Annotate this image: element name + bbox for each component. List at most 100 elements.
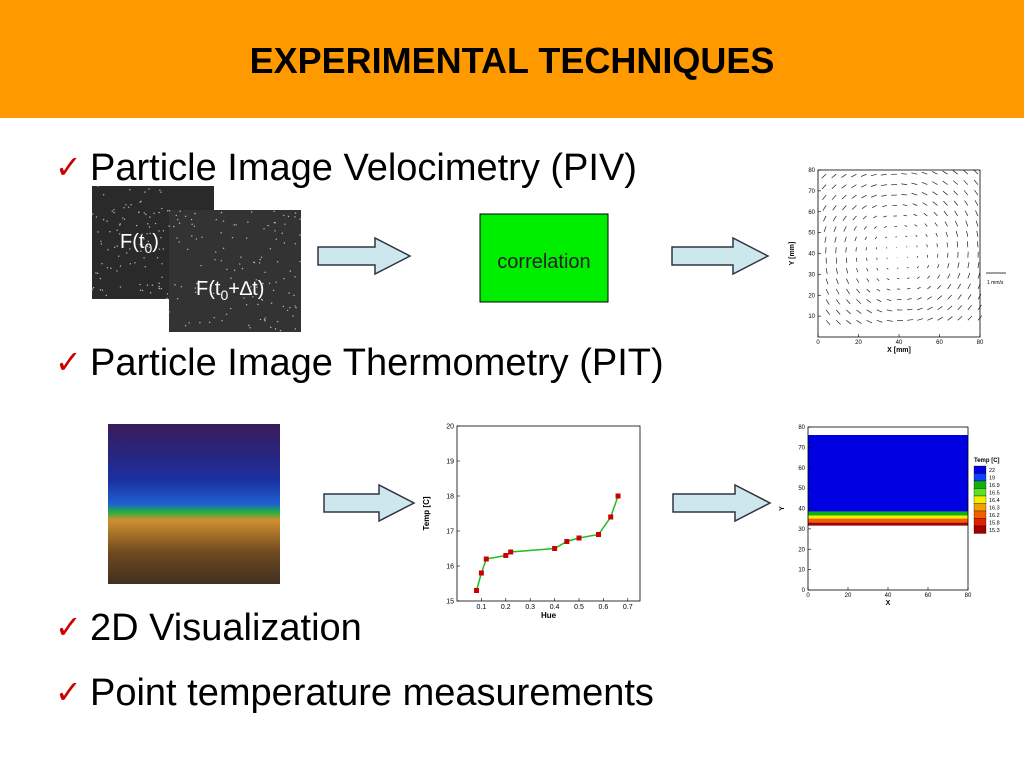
- particle: [177, 218, 179, 221]
- vector: [932, 191, 938, 196]
- vector: [975, 220, 979, 227]
- vector: [846, 288, 850, 295]
- particle: [214, 258, 216, 261]
- particle: [251, 211, 253, 213]
- vector: [846, 278, 850, 284]
- particle: [294, 276, 296, 278]
- particle: [99, 277, 102, 280]
- particle: [215, 251, 217, 253]
- particle: [153, 212, 155, 215]
- vector: [977, 294, 982, 300]
- legend-label: 16.5: [989, 491, 1000, 497]
- y-tick-label: 10: [808, 314, 815, 320]
- particle: [213, 316, 215, 319]
- pit-image: [108, 424, 280, 584]
- vector: [871, 205, 877, 209]
- check: ✓: [55, 609, 82, 645]
- particle: [255, 279, 258, 281]
- particle: [135, 224, 138, 227]
- arrows: [317, 236, 772, 523]
- particle: [151, 284, 154, 286]
- particle: [195, 238, 198, 240]
- particle: [268, 282, 271, 285]
- legend-label: 15.8: [989, 521, 1000, 527]
- particle: [276, 261, 279, 263]
- correlation-box: [479, 213, 609, 303]
- vector: [921, 181, 928, 185]
- particle: [274, 230, 276, 232]
- vector: [835, 278, 839, 285]
- particle: [201, 236, 203, 238]
- vector: [967, 294, 972, 300]
- particle: [294, 212, 297, 214]
- particle: [168, 210, 171, 212]
- vector: [822, 194, 827, 201]
- particle: [101, 289, 104, 291]
- vector: [835, 247, 837, 254]
- x-axis-label: X [mm]: [887, 347, 911, 354]
- vector: [921, 192, 928, 196]
- scale-label: 1 mm/s: [987, 280, 1004, 286]
- particle: [144, 265, 146, 268]
- vector: [856, 278, 860, 283]
- vector: [856, 320, 862, 324]
- particle: [129, 188, 131, 191]
- vector: [861, 184, 867, 188]
- vector: [966, 241, 969, 248]
- vector: [927, 296, 932, 300]
- frame-label: F(t0): [120, 231, 159, 256]
- plot-frame: [456, 425, 641, 602]
- vector: [956, 241, 959, 248]
- vector: [926, 244, 928, 248]
- x-tick-label: 80: [965, 593, 972, 599]
- y-tick-label: 60: [808, 210, 815, 216]
- particle: [100, 240, 102, 242]
- vector: [967, 272, 971, 279]
- vector: [942, 190, 948, 196]
- check: ✓: [55, 344, 82, 380]
- particle: [283, 242, 286, 244]
- x-tick-label: 0.3: [525, 604, 535, 611]
- particle: [289, 306, 291, 309]
- particle: [221, 320, 223, 322]
- vector: [916, 266, 919, 269]
- vector: [856, 288, 861, 294]
- vector: [831, 184, 837, 189]
- check: ✓: [55, 674, 82, 710]
- particle: [194, 212, 196, 215]
- particle: [111, 210, 113, 212]
- y-tick-label: 40: [798, 507, 805, 513]
- vector: [821, 173, 827, 179]
- legend-swatch: [973, 510, 987, 519]
- particle: [160, 191, 162, 193]
- particle: [97, 231, 99, 233]
- particle: [175, 214, 177, 217]
- vector: [906, 267, 909, 269]
- legend-swatch: [973, 495, 987, 504]
- y-tick-label: 30: [798, 527, 805, 533]
- legend-swatch: [973, 488, 987, 497]
- particle: [141, 233, 143, 236]
- vector: [835, 268, 838, 275]
- vector: [922, 202, 928, 206]
- particle: [166, 293, 169, 295]
- vector: [975, 210, 979, 217]
- vector: [863, 226, 867, 230]
- particle: [147, 240, 150, 242]
- vector: [927, 265, 930, 269]
- vector: [871, 194, 877, 198]
- vector: [844, 236, 847, 243]
- x-tick-label: 40: [885, 593, 892, 599]
- vector: [842, 215, 847, 222]
- vector: [927, 285, 931, 290]
- vector: [866, 288, 871, 293]
- particle: [129, 248, 131, 250]
- vector: [953, 200, 958, 206]
- field: [808, 515, 968, 519]
- particle: [129, 263, 132, 265]
- vector: [852, 215, 857, 221]
- vector: [853, 226, 857, 231]
- data-point: [478, 570, 484, 576]
- particle: [107, 249, 109, 251]
- data-point: [552, 546, 558, 551]
